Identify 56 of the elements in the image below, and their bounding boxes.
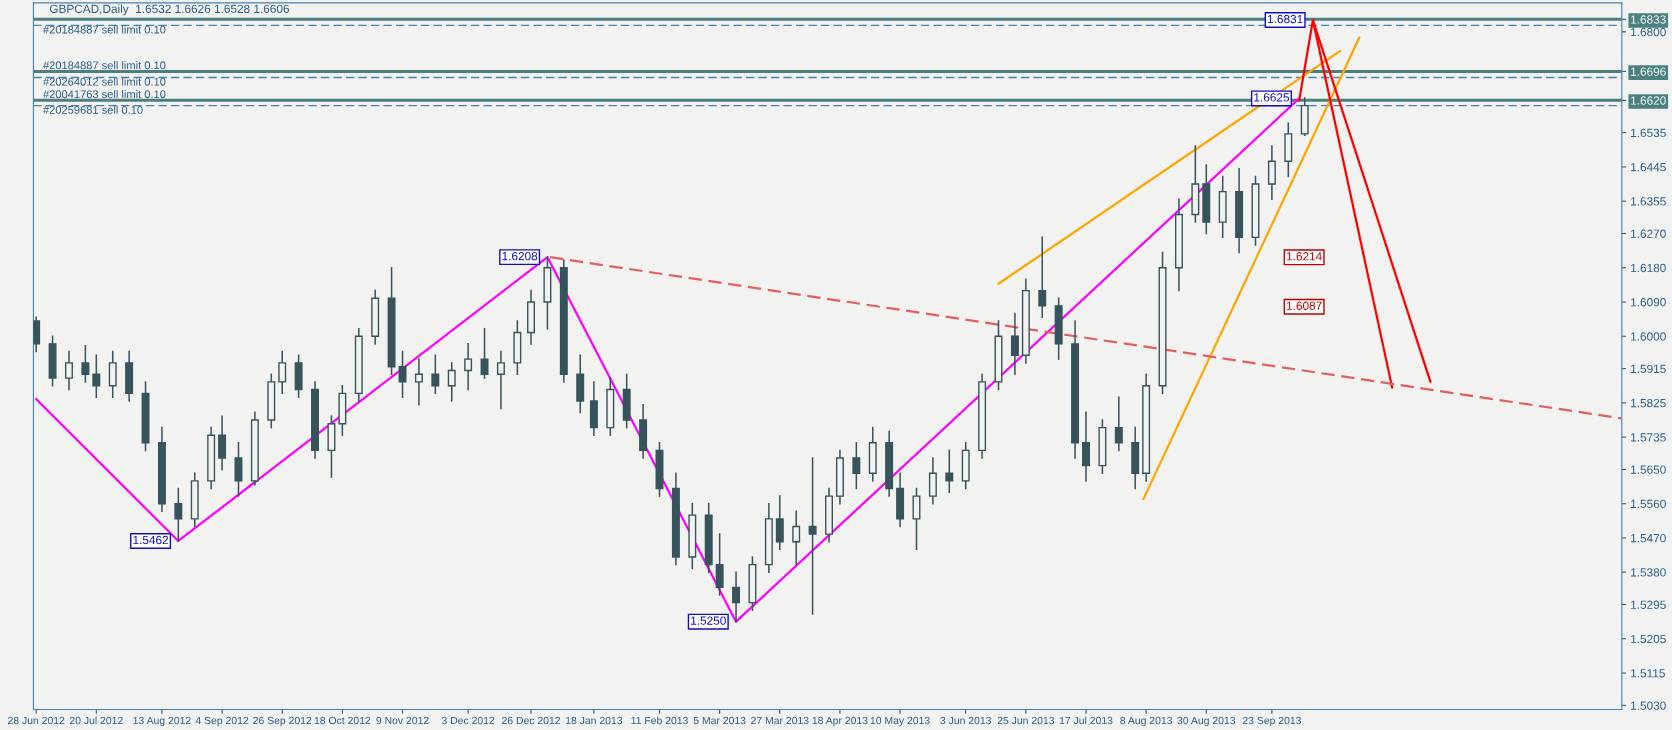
y-tick-label: 1.6800	[1631, 27, 1666, 37]
annotation: 1.6208	[502, 251, 538, 261]
annotation: 1.6831	[1267, 14, 1303, 24]
y-tick-label: 1.6535	[1631, 128, 1666, 138]
x-tick-label: 26 Sep 2012	[253, 716, 312, 727]
x-tick-label: 25 Jun 2013	[997, 716, 1055, 725]
x-tick-label: 30 Aug 2013	[1177, 716, 1236, 727]
x-tick-label: 13 Aug 2012	[133, 716, 191, 727]
y-tick-label: 1.6180	[1631, 263, 1666, 273]
x-tick-label: 5 Mar 2013	[693, 716, 746, 725]
chart-title: GBPCAD,Daily 1.6532 1.6626 1.6528 1.6606	[49, 4, 290, 16]
x-tick-label: 4 Sep 2012	[195, 716, 249, 727]
annotation: 1.6087	[1287, 301, 1322, 310]
y-tick-label: 1.6696	[1631, 67, 1666, 76]
x-tick-label: 18 Jan 2013	[566, 716, 623, 725]
ref-line-label: #20259681 sell 0.10	[43, 105, 143, 114]
y-tick-label: 1.6270	[1631, 229, 1666, 238]
x-tick-label: 23 Sep 2013	[1242, 716, 1301, 727]
y-tick-label: 1.6833	[1631, 15, 1666, 24]
y-tick-label: 1.6090	[1631, 298, 1666, 307]
y-tick-label: 1.5380	[1631, 568, 1666, 577]
y-tick-label: 1.5030	[1631, 701, 1666, 710]
annotation: 1.6214	[1287, 252, 1322, 261]
y-tick-label: 1.5650	[1631, 465, 1666, 474]
x-tick-label: 3 Jun 2013	[940, 716, 992, 725]
ref-line-label: #20264012 sell limit 0.10	[43, 77, 166, 86]
y-tick-label: 1.5470	[1631, 533, 1666, 543]
x-tick-label: 27 Mar 2013	[751, 716, 809, 725]
y-tick-label: 1.6000	[1631, 332, 1666, 341]
ref-line-label: #20184887 sell limit 0.10	[43, 25, 166, 34]
x-tick-label: 8 Aug 2013	[1120, 716, 1173, 727]
x-tick-label: 20 Jul 2012	[69, 716, 123, 725]
x-tick-label: 9 Nov 2012	[376, 716, 429, 725]
x-tick-label: 3 Dec 2012	[441, 716, 495, 725]
x-tick-label: 28 Jun 2012	[8, 716, 65, 725]
x-tick-label: 18 Oct 2012	[314, 716, 371, 725]
y-tick-label: 1.6620	[1631, 96, 1666, 105]
y-tick-label: 1.5295	[1631, 600, 1666, 609]
ref-line-label: #20041763 sell limit 0.10	[43, 89, 166, 99]
y-tick-label: 1.6355	[1631, 197, 1666, 206]
y-tick-label: 1.5825	[1631, 398, 1666, 408]
annotation: 1.5462	[133, 535, 169, 545]
x-tick-label: 10 May 2013	[870, 716, 930, 727]
y-tick-label: 1.6445	[1631, 162, 1666, 172]
y-tick-label: 1.5735	[1631, 433, 1666, 442]
y-tick-label: 1.5915	[1631, 364, 1666, 373]
annotation: 1.5250	[691, 616, 726, 625]
annotation: 1.6625	[1254, 93, 1290, 102]
y-tick-label: 1.5115	[1631, 669, 1665, 678]
y-tick-label: 1.5560	[1631, 499, 1666, 509]
x-tick-label: 26 Dec 2012	[502, 716, 561, 725]
x-tick-label: 17 Jul 2013	[1059, 716, 1113, 725]
x-tick-label: 18 Apr 2013	[812, 716, 868, 727]
y-tick-label: 1.5205	[1631, 634, 1666, 644]
ref-line-label: #20184887 sell limit 0.10	[43, 61, 166, 70]
x-tick-label: 11 Feb 2013	[631, 716, 688, 725]
